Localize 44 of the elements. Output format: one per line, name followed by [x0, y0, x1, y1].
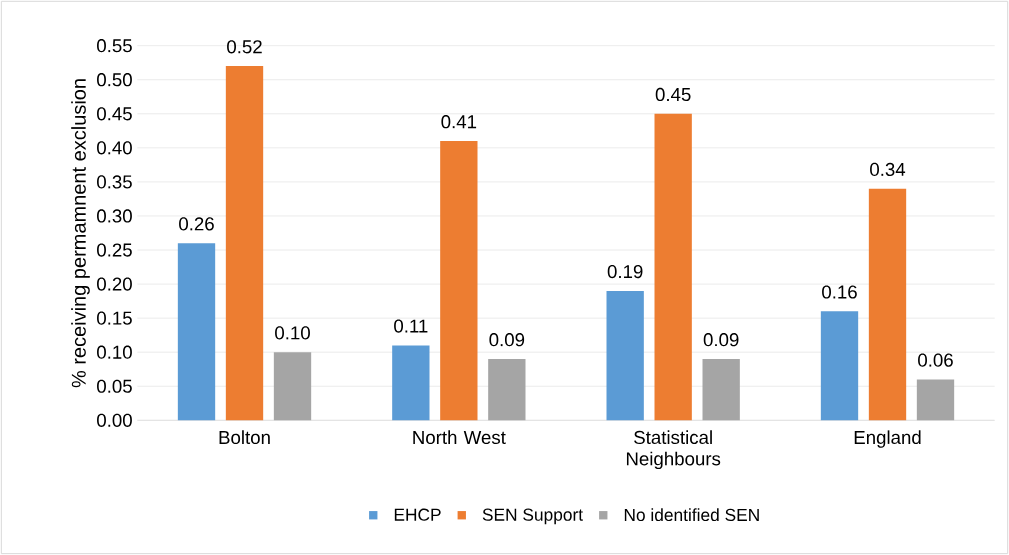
data-label: 0.26 — [179, 217, 214, 231]
bar — [820, 311, 859, 421]
bar — [273, 352, 312, 421]
y-axis-title: % receiving permamnent exclusion — [71, 79, 90, 388]
bar — [654, 113, 692, 421]
data-label: 0.11 — [394, 319, 428, 333]
bar — [702, 359, 740, 421]
x-tick-label: North West — [413, 430, 506, 445]
bar — [392, 345, 430, 421]
x-tick-label: Statistical Neighbours — [626, 430, 721, 470]
y-tick-label: 0.30 — [97, 209, 132, 223]
data-label: 0.16 — [822, 285, 857, 299]
bar — [225, 66, 264, 421]
bar — [440, 141, 478, 421]
x-tick-label: England — [854, 430, 921, 448]
data-label: 0.09 — [703, 333, 739, 347]
y-tick-label: 0.40 — [97, 141, 132, 155]
data-label: 0.41 — [441, 115, 477, 129]
y-tick-label: 0.25 — [97, 243, 132, 257]
y-tick-label: 0.45 — [97, 107, 132, 121]
bar — [177, 243, 216, 421]
data-label: 0.45 — [655, 87, 691, 102]
data-label: 0.34 — [870, 162, 906, 177]
data-label: 0.19 — [607, 264, 643, 279]
y-tick-label: 0.20 — [97, 277, 132, 291]
data-label: 0.09 — [489, 333, 525, 347]
y-tick-label: 0.55 — [97, 39, 132, 53]
y-tick-label: 0.00 — [97, 413, 132, 427]
data-label: 0.10 — [275, 326, 310, 340]
y-tick-label: 0.50 — [97, 73, 132, 87]
legend-label: No identified SEN — [624, 508, 759, 522]
y-tick-label: 0.10 — [97, 345, 132, 359]
data-label: 0.06 — [918, 353, 953, 367]
bar — [606, 290, 644, 421]
y-tick-label: 0.35 — [97, 175, 132, 189]
bar — [868, 188, 907, 421]
legend-label: EHCP — [394, 508, 441, 521]
y-tick-label: 0.05 — [97, 379, 132, 393]
legend-label: SEN Support — [482, 508, 583, 525]
y-tick-label: 0.15 — [97, 311, 132, 325]
bar — [488, 359, 526, 421]
x-tick-label: Bolton — [219, 430, 270, 445]
data-label: 0.52 — [227, 40, 262, 54]
bar — [916, 379, 955, 421]
